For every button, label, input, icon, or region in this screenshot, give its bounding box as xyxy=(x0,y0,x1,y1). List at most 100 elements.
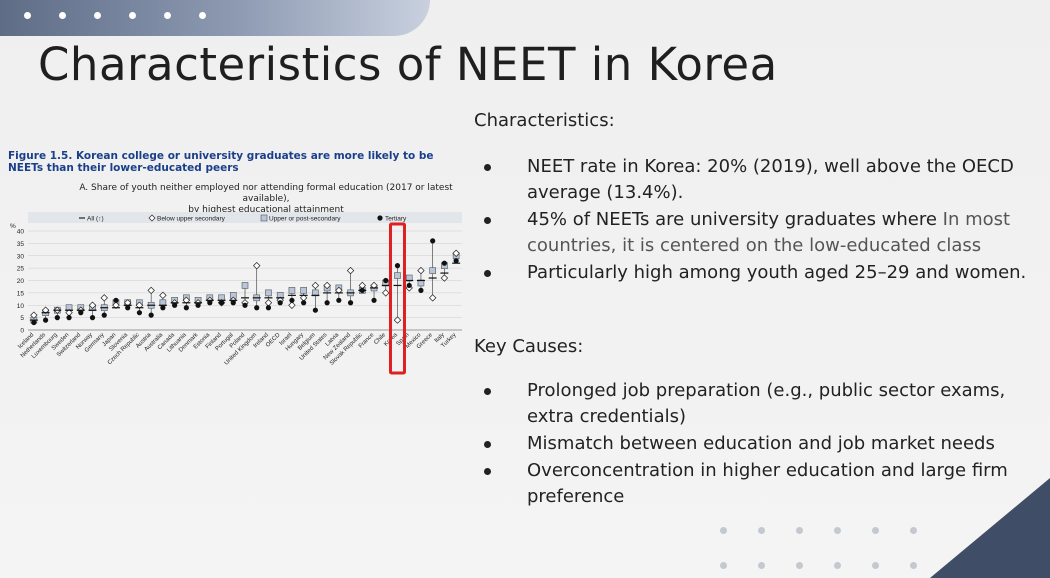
decor-dot xyxy=(796,562,803,569)
marker-upper-secondary xyxy=(241,282,249,289)
neet-chart: All (↑) Below upper secondary Upper or pos… xyxy=(10,212,462,375)
decor-dot xyxy=(164,12,171,19)
marker-tertiary xyxy=(125,305,131,311)
list-item: Prolonged job preparation (e.g., public … xyxy=(484,378,1044,430)
decor-dot xyxy=(872,562,879,569)
figure: Figure 1.5. Korean college or university… xyxy=(6,150,472,378)
marker-tertiary xyxy=(89,315,96,321)
marker-tertiary xyxy=(301,300,307,306)
marker-upper-secondary xyxy=(300,287,307,294)
decor-dot xyxy=(796,527,803,534)
marker-tertiary xyxy=(31,319,37,326)
bullet-text: Overconcentration in higher education an… xyxy=(527,460,1008,507)
decor-dot xyxy=(720,527,727,534)
marker-below-secondary xyxy=(147,286,155,295)
y-tick-label: 5 xyxy=(20,315,24,322)
marker-tertiary xyxy=(78,310,84,316)
marker-tertiary xyxy=(336,297,342,303)
bullet-icon xyxy=(484,217,491,224)
bullet-text: 45% of NEETs are university graduates wh… xyxy=(527,209,943,230)
decor-dot xyxy=(129,12,136,19)
marker-below-secondary xyxy=(288,301,296,309)
decor-dot xyxy=(834,562,841,569)
list-item: Overconcentration in higher education an… xyxy=(484,458,1044,510)
causes-list: Prolonged job preparation (e.g., public … xyxy=(484,378,1044,511)
marker-upper-secondary xyxy=(394,272,401,279)
marker-tertiary xyxy=(383,277,389,284)
marker-below-secondary xyxy=(428,294,437,302)
marker-below-secondary xyxy=(393,316,402,324)
bullet-text-muted: In most countries, it is centered on the… xyxy=(527,209,1011,256)
marker-below-secondary xyxy=(41,306,50,314)
marker-below-secondary xyxy=(88,301,97,309)
legend-marker xyxy=(148,214,156,222)
bullet-icon xyxy=(484,164,491,171)
marker-below-secondary xyxy=(452,249,460,257)
marker-tertiary xyxy=(207,300,213,306)
legend-marker xyxy=(377,215,383,221)
marker-tertiary xyxy=(441,260,448,266)
marker-below-secondary xyxy=(323,281,331,290)
marker-tertiary xyxy=(265,305,272,311)
marker-below-secondary xyxy=(417,266,425,275)
bullet-icon xyxy=(484,270,491,277)
legend-band xyxy=(28,212,462,223)
marker-upper-secondary xyxy=(265,289,272,297)
marker-below-secondary xyxy=(135,301,144,309)
marker-tertiary xyxy=(183,305,189,311)
marker-below-secondary xyxy=(335,286,343,295)
decor-dot xyxy=(199,12,206,19)
marker-upper-secondary xyxy=(429,267,436,274)
marker-tertiary xyxy=(160,305,166,311)
marker-tertiary xyxy=(148,312,154,318)
marker-tertiary xyxy=(54,315,60,321)
marker-below-secondary xyxy=(159,291,167,300)
characteristics-list: NEET rate in Korea: 20% (2019), well abo… xyxy=(484,154,1044,287)
marker-tertiary xyxy=(195,302,201,308)
legend-marker xyxy=(260,214,268,222)
list-item: 45% of NEETs are university graduates wh… xyxy=(484,207,1044,259)
y-axis-label: % xyxy=(10,223,16,230)
y-tick-label: 35 xyxy=(17,241,25,248)
decor-dot xyxy=(758,527,765,534)
marker-tertiary xyxy=(406,282,412,289)
list-item: Mismatch between education and job marke… xyxy=(484,431,1044,457)
marker-tertiary xyxy=(430,238,436,244)
marker-below-secondary xyxy=(30,311,38,319)
bullet-icon xyxy=(484,468,491,475)
marker-upper-secondary xyxy=(288,287,296,294)
marker-tertiary xyxy=(66,315,72,321)
bullet-text: NEET rate in Korea: 20% (2019), well abo… xyxy=(527,156,1014,203)
bullet-icon xyxy=(484,388,491,395)
marker-tertiary xyxy=(218,300,225,306)
legend-label: Tertiary xyxy=(385,216,407,223)
marker-below-secondary xyxy=(182,296,191,304)
marker-below-secondary xyxy=(382,289,390,297)
y-tick-label: 0 xyxy=(20,328,24,335)
marker-tertiary xyxy=(418,287,424,293)
marker-below-secondary xyxy=(370,281,378,290)
bullet-icon xyxy=(484,441,491,448)
marker-tertiary xyxy=(242,302,248,308)
decor-dot xyxy=(720,562,727,569)
y-tick-label: 25 xyxy=(17,266,25,273)
marker-below-secondary xyxy=(440,274,449,282)
figure-subtitle: A. Share of youth neither employed nor a… xyxy=(66,183,466,216)
decor-dot xyxy=(834,527,841,534)
marker-tertiary xyxy=(347,300,354,306)
header-accent-bar xyxy=(0,0,430,36)
bullet-text: Prolonged job preparation (e.g., public … xyxy=(527,380,1006,427)
bullet-text: Mismatch between education and job marke… xyxy=(527,433,995,454)
characteristics-heading: Characteristics: xyxy=(474,110,615,131)
decor-dot xyxy=(94,12,101,19)
korea-highlight-box xyxy=(388,222,406,375)
marker-tertiary xyxy=(172,302,178,308)
marker-tertiary xyxy=(42,317,49,323)
marker-tertiary xyxy=(289,297,295,303)
marker-tertiary xyxy=(277,300,283,306)
decor-dot xyxy=(24,12,31,19)
marker-below-secondary xyxy=(346,266,355,275)
bullet-text: Particularly high among youth aged 25–29… xyxy=(527,262,1027,283)
marker-tertiary xyxy=(230,300,236,306)
